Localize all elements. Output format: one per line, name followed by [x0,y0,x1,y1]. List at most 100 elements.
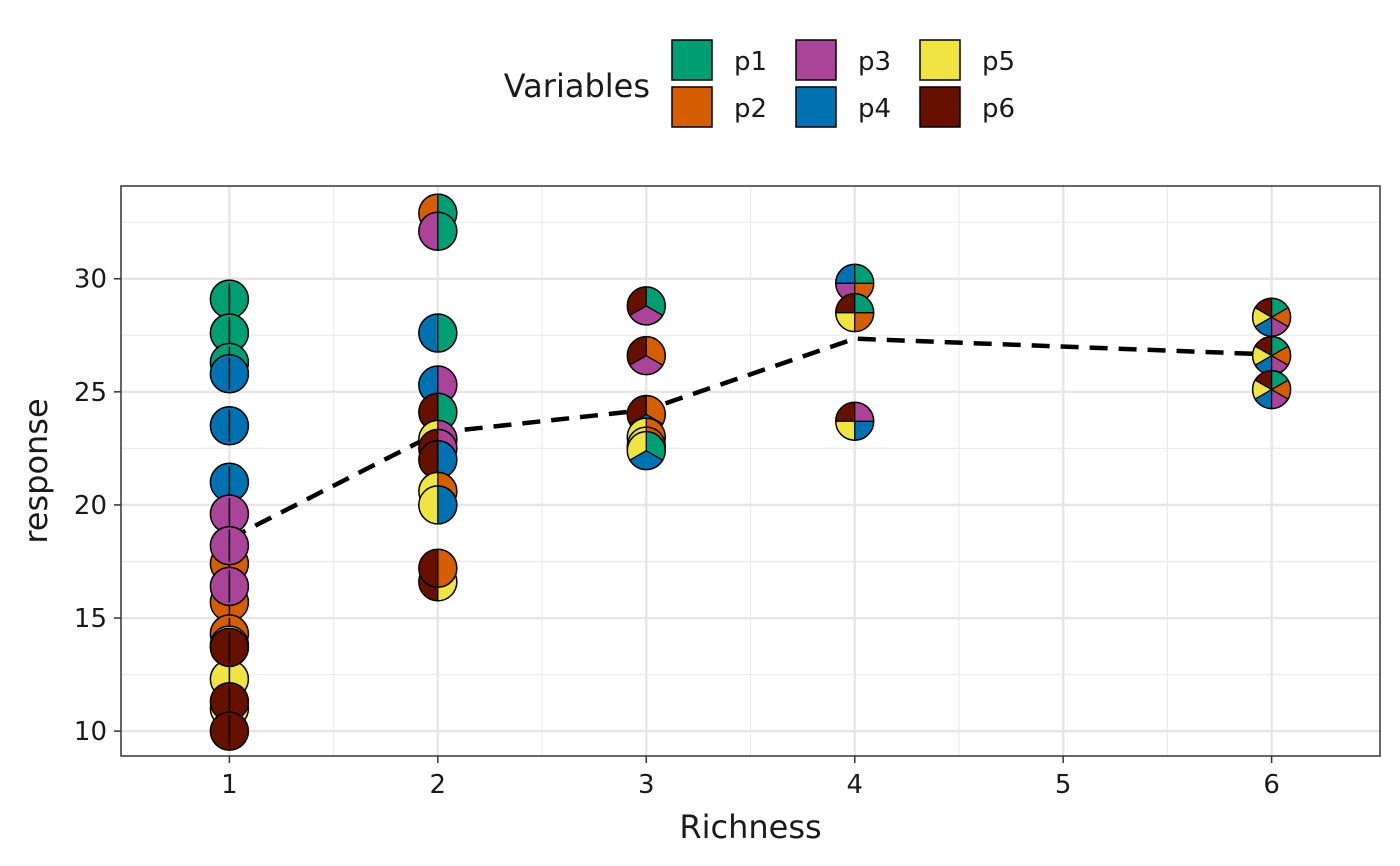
point-outline [834,292,875,333]
data-point [834,401,875,441]
point-outline [209,525,250,566]
point-outline [626,286,667,326]
pie-slice-p5 [1252,380,1272,400]
pie-slice-p1 [437,212,457,251]
data-point [418,485,458,525]
legend-key-p6 [919,86,961,128]
pie-slice-p2 [1271,346,1291,366]
data-point [418,313,458,353]
data-point [209,566,250,607]
legend-label-p2: p2 [734,94,767,124]
legend-label-p1: p1 [734,47,767,77]
y-axis: 10 15 20 25 30 [74,265,121,747]
pie-divider [1254,389,1272,400]
pie-slice-p6 [835,293,855,313]
data-point [209,353,250,394]
y-axis-title: response [17,398,55,543]
pie-divider [1271,389,1289,400]
legend-label-p4: p4 [858,94,891,124]
pie-divider [1271,316,1289,328]
pie-slice-p5 [835,312,855,332]
data-point [626,430,667,471]
pie-slice-p6 [418,549,438,588]
x-tick-label: 4 [846,770,863,800]
pie-divider [629,305,647,316]
pie-slice-p4 [437,440,457,479]
data-point [209,627,250,668]
point-outline [209,566,250,607]
legend-label-p6: p6 [982,94,1015,124]
point-outline [834,401,875,441]
data-point [626,335,667,376]
panel-border [120,185,1381,757]
pie-slice-p1 [854,293,874,313]
point-outline [418,313,458,353]
pie-slice-p4 [835,264,855,284]
legend: Variables p1 p2 p3 p4 p5 p6 [504,39,1015,128]
data-point [834,292,875,333]
pie-slice-p2 [437,549,457,588]
data-point [418,211,458,251]
pie-slice-p4 [437,485,457,524]
x-tick-label: 6 [1263,770,1280,800]
data-point [209,711,250,751]
y-tick-label: 10 [74,717,107,747]
data-point [209,525,250,566]
point-outline [418,548,458,589]
point-outline [1251,369,1292,410]
pie-divider [645,450,664,461]
y-tick-label: 15 [74,604,107,634]
data-point [209,681,250,722]
pie-slice-p4 [854,421,874,441]
point-outline [418,211,458,251]
pie-divider [1271,355,1289,366]
point-outline [626,335,667,376]
x-tick-label: 3 [638,770,655,800]
x-tick-label: 5 [1055,770,1072,800]
pie-divider [1271,379,1289,391]
pie-slice-p3 [418,212,438,251]
data-point [1251,369,1292,410]
point-outline [418,485,458,525]
legend-title: Variables [504,67,650,105]
pie-slice-p4 [418,314,438,353]
y-tick-label: 30 [74,265,107,295]
data-point [1251,297,1292,337]
x-tick-label: 2 [430,770,447,800]
pie-divider [1271,345,1289,357]
pie-divider [1271,307,1289,318]
x-tick-label: 1 [221,770,238,800]
y-tick-label: 20 [74,491,107,521]
pie-divider [1254,345,1272,357]
data-point [1251,335,1292,376]
point-outline [209,711,250,751]
plot-panel [120,185,1381,757]
pie-divider [1254,316,1272,328]
pie-slice-p5 [1252,346,1272,366]
pie-slice-p3 [854,402,874,422]
pie-slice-p2 [1271,307,1291,327]
legend-key-p3 [795,39,837,81]
legend-key-p1 [671,39,713,81]
pie-slice-p2 [1271,380,1291,400]
pie-divider [629,355,647,366]
legend-key-p4 [795,86,837,128]
data-point [626,286,667,326]
pie-divider [645,305,664,316]
pie-divider [1254,307,1272,318]
legend-key-p5 [919,39,961,81]
data-point [209,406,250,446]
point-outline [209,627,250,668]
legend-keys: p1 p2 p3 p4 p5 p6 [671,39,1015,128]
pie-slice-p1 [437,314,457,353]
pie-slice-p2 [854,312,874,332]
pie-divider [645,355,664,366]
legend-key-p2 [671,86,713,128]
x-axis: 1 2 3 4 5 6 [221,756,1280,800]
data-point [209,279,250,319]
y-tick-label: 25 [74,378,107,408]
x-axis-title: Richness [679,808,821,846]
point-outline [209,406,250,446]
pie-slice-p5 [835,421,855,441]
